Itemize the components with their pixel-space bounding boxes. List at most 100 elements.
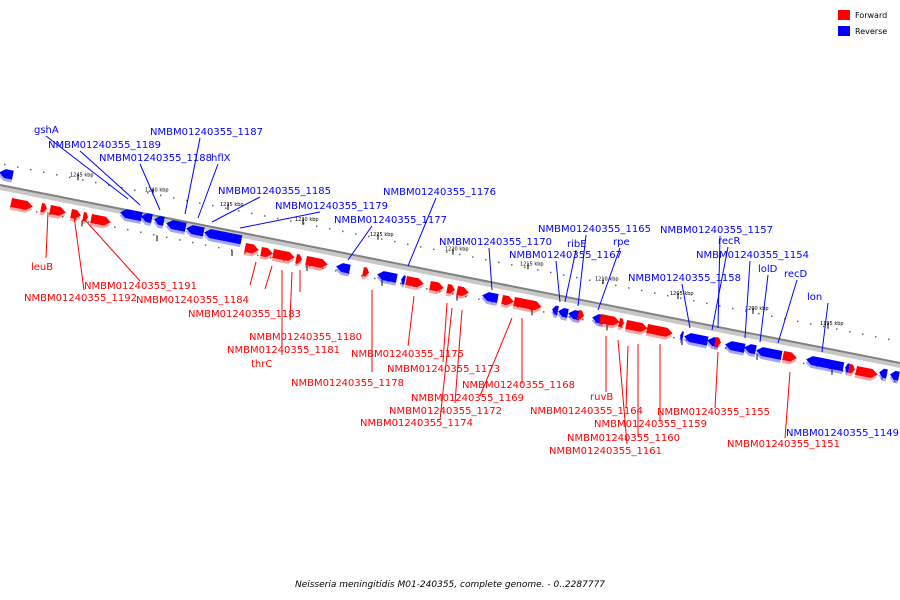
forward-gene-label: leuB	[31, 262, 53, 273]
scale-dot	[498, 261, 500, 263]
scale-dot	[842, 370, 844, 372]
forward-gene	[576, 310, 585, 323]
reverse-gene	[140, 213, 153, 226]
scale-dot	[862, 333, 864, 335]
scale-dot	[478, 298, 480, 300]
forward-gene	[294, 254, 303, 267]
scale-dot	[628, 287, 630, 289]
scale-dot	[459, 253, 461, 256]
forward-gene-label: NMBM01240355_1184	[136, 295, 249, 306]
reverse-gene	[679, 331, 684, 344]
forward-gene	[89, 214, 111, 229]
scale-dot	[673, 336, 675, 339]
reverse-gene-label: NMBM01240355_1149	[786, 428, 899, 439]
reverse-gene	[551, 305, 559, 318]
scale-dot	[108, 184, 110, 186]
reverse-leader-line	[681, 283, 691, 329]
forward-gene-label: NMBM01240355_1169	[411, 393, 524, 404]
scale-dot	[329, 228, 331, 230]
forward-gene	[69, 209, 81, 222]
forward-leader-line	[617, 339, 628, 445]
reverse-gene	[203, 229, 243, 248]
forward-gene	[854, 366, 878, 381]
gene-features	[0, 169, 900, 384]
forward-gene	[243, 243, 259, 257]
reverse-gene	[683, 333, 709, 349]
scale-dot	[374, 277, 376, 280]
scale-dot	[797, 320, 799, 323]
scale-dot	[114, 226, 116, 228]
reverse-leader-line	[239, 211, 321, 229]
scale-dot	[166, 236, 168, 239]
reverse-gene-label: NMBM01240355_1157	[660, 225, 773, 236]
forward-gene-label: NMBM01240355_1164	[530, 406, 643, 417]
scale-dot	[244, 252, 246, 254]
reverse-gene	[878, 368, 888, 382]
scale-dot	[621, 326, 623, 329]
scale-dot	[693, 300, 695, 302]
scale-dot	[615, 284, 617, 287]
legend-reverse-label: Reverse	[855, 27, 887, 36]
reverse-leader-line	[717, 235, 721, 329]
scale-dot	[654, 292, 656, 294]
forward-leader-line	[625, 345, 629, 409]
reverse-gene-label: NMBM01240355_1154	[696, 250, 809, 261]
forward-leader-line	[73, 215, 85, 291]
reverse-gene-label: lon	[807, 292, 822, 303]
scale-dot	[400, 282, 402, 285]
scale-dot	[173, 197, 175, 199]
scale-dot	[36, 210, 38, 213]
forward-gene-label: NMBM01240355_1178	[291, 378, 404, 389]
reverse-gene	[755, 347, 783, 363]
reverse-gene	[400, 275, 406, 288]
scale-dot	[745, 310, 747, 312]
tick-label: 1215 kbp	[520, 261, 544, 267]
forward-leader-line	[784, 371, 791, 439]
scale-dot	[30, 168, 32, 171]
reverse-leader-line	[711, 246, 729, 331]
reverse-leader-line	[407, 197, 437, 267]
scale-dot	[576, 276, 578, 279]
tick-label: 1200 kbp	[745, 306, 769, 312]
scale-dot	[4, 163, 6, 166]
scale-dot	[641, 289, 643, 292]
forward-gene-label: NMBM01240355_1160	[567, 433, 680, 444]
tick-label: 1235 kbp	[220, 202, 244, 208]
scale-dot	[420, 246, 422, 248]
scale-dot	[88, 221, 90, 223]
forward-gene	[48, 205, 66, 219]
reverse-leader-line	[211, 196, 261, 223]
scale-dot	[283, 259, 285, 262]
forward-gene-label: NMBM01240355_1155	[657, 407, 770, 418]
forward-gene	[847, 364, 856, 377]
forward-gene	[617, 318, 625, 331]
reverse-gene-label: ribE	[567, 239, 587, 250]
reverse-gene-label: NMBM01240355_1188	[99, 153, 212, 164]
scale-dot	[147, 192, 149, 194]
forward-gene-label: NMBM01240355_1192	[24, 293, 137, 304]
scale-dot	[342, 230, 344, 233]
scale-dot	[199, 202, 201, 204]
scale-dot	[186, 199, 188, 202]
reverse-gene-labels: gshA NMBM01240355_1189 NMBM01240355_1187 NM…	[34, 125, 899, 439]
scale-dot	[43, 171, 45, 174]
reverse-gene	[335, 263, 351, 277]
scale-dot	[225, 207, 227, 209]
reverse-gene-label: NMBM01240355_1179	[275, 201, 388, 212]
scale-dot	[589, 279, 591, 281]
scale-dot	[82, 179, 84, 181]
forward-gene	[304, 256, 328, 271]
scale-dot	[277, 217, 279, 220]
scale-dot	[75, 218, 77, 221]
forward-gene	[9, 198, 33, 213]
forward-gene	[39, 203, 48, 216]
forward-gene-label: NMBM01240355_1159	[594, 419, 707, 430]
reverse-gene-label: NMBM01240355_1167	[509, 250, 622, 261]
scale-dot	[69, 176, 71, 179]
reverse-leader-line	[564, 249, 577, 303]
forward-gene-label: NMBM01240355_1151	[727, 439, 840, 450]
forward-leader-line	[479, 317, 513, 397]
genome-caption: Neisseria meningitidis M01-240355, compl…	[295, 580, 605, 590]
scale-dot	[212, 204, 214, 207]
